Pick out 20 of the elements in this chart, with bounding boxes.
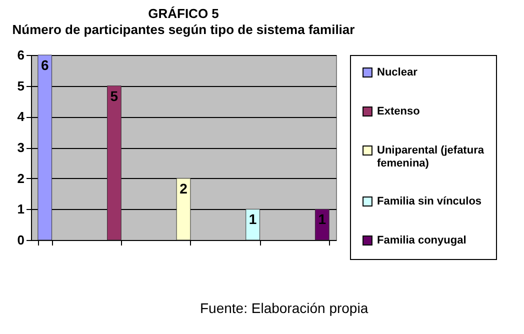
data-label: 1 bbox=[248, 211, 257, 228]
chart-subtitle: Número de participantes según tipo de sistema familiar bbox=[12, 22, 355, 37]
chart-title: GRÁFICO 5 bbox=[148, 6, 219, 21]
legend-label: Familia sin vínculos bbox=[377, 196, 482, 208]
y-tick-label: 1 bbox=[17, 202, 24, 217]
data-label: 1 bbox=[318, 211, 326, 228]
legend-label: Nuclear bbox=[377, 66, 418, 78]
legend-label: Familia conyugal bbox=[377, 234, 466, 246]
y-tick-label: 0 bbox=[17, 232, 24, 248]
data-label: 2 bbox=[180, 180, 188, 196]
y-tick-label: 3 bbox=[17, 140, 24, 155]
y-tick-label: 2 bbox=[17, 170, 24, 186]
y-tick-label: 5 bbox=[17, 78, 24, 94]
data-label: 5 bbox=[110, 88, 118, 104]
y-tick-label: 6 bbox=[17, 48, 24, 62]
legend-label: Uniparental (jefatura femenina) bbox=[377, 144, 485, 170]
source-note: Fuente: Elaboración propia bbox=[200, 300, 368, 316]
legend-label: Extenso bbox=[377, 106, 420, 118]
y-tick-label: 4 bbox=[17, 109, 26, 124]
data-label: 6 bbox=[40, 57, 49, 73]
